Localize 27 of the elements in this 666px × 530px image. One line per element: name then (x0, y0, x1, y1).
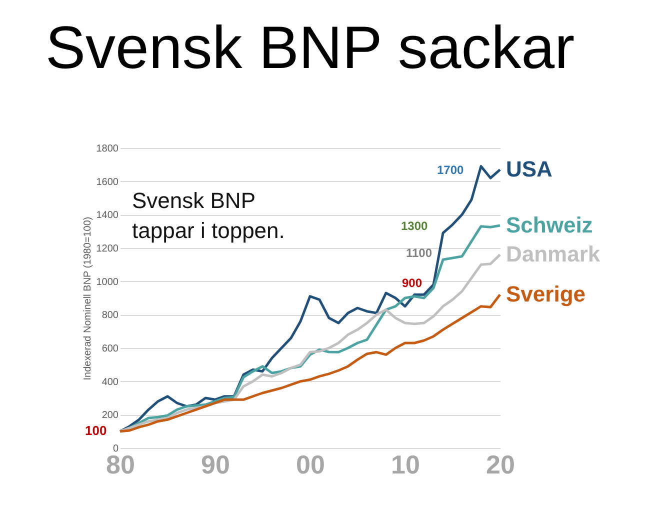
annotation: 1100 (406, 246, 432, 260)
y-tick-label: 800 (102, 310, 119, 322)
y-tick-label: 400 (102, 376, 119, 388)
annotation: 900 (402, 276, 422, 290)
x-tick-label: 10 (391, 450, 420, 480)
series-label: Sverige (506, 282, 586, 307)
y-axis-title: Indexerad Nominell BNP (1980=100) (82, 216, 94, 380)
x-tick-label: 00 (296, 450, 325, 480)
x-tick-label: 90 (201, 450, 230, 480)
series-label: USA (506, 156, 553, 182)
y-tick-label: 1400 (96, 210, 119, 222)
y-tick-label: 600 (102, 344, 119, 354)
x-tick-label: 20 (486, 450, 515, 480)
y-tick-label: 1800 (96, 144, 119, 154)
series-label: Schweiz (506, 212, 593, 238)
annotation: Svensk BNP tappar i toppen. (132, 187, 286, 245)
chart-title: Svensk BNP sackar (45, 14, 575, 81)
text: 100 (85, 423, 107, 438)
y-tick-label: 1000 (96, 276, 119, 288)
line-series (118, 293, 502, 433)
annotation: 1300 (401, 219, 428, 233)
y-tick-label: 1200 (96, 244, 119, 254)
y-tick-label: 0 (112, 444, 119, 454)
y-tick-label: 1600 (96, 176, 119, 188)
annotation: 1700 (437, 163, 464, 177)
series-label: Danmark (506, 242, 601, 267)
y-tick-label: 200 (102, 410, 119, 422)
